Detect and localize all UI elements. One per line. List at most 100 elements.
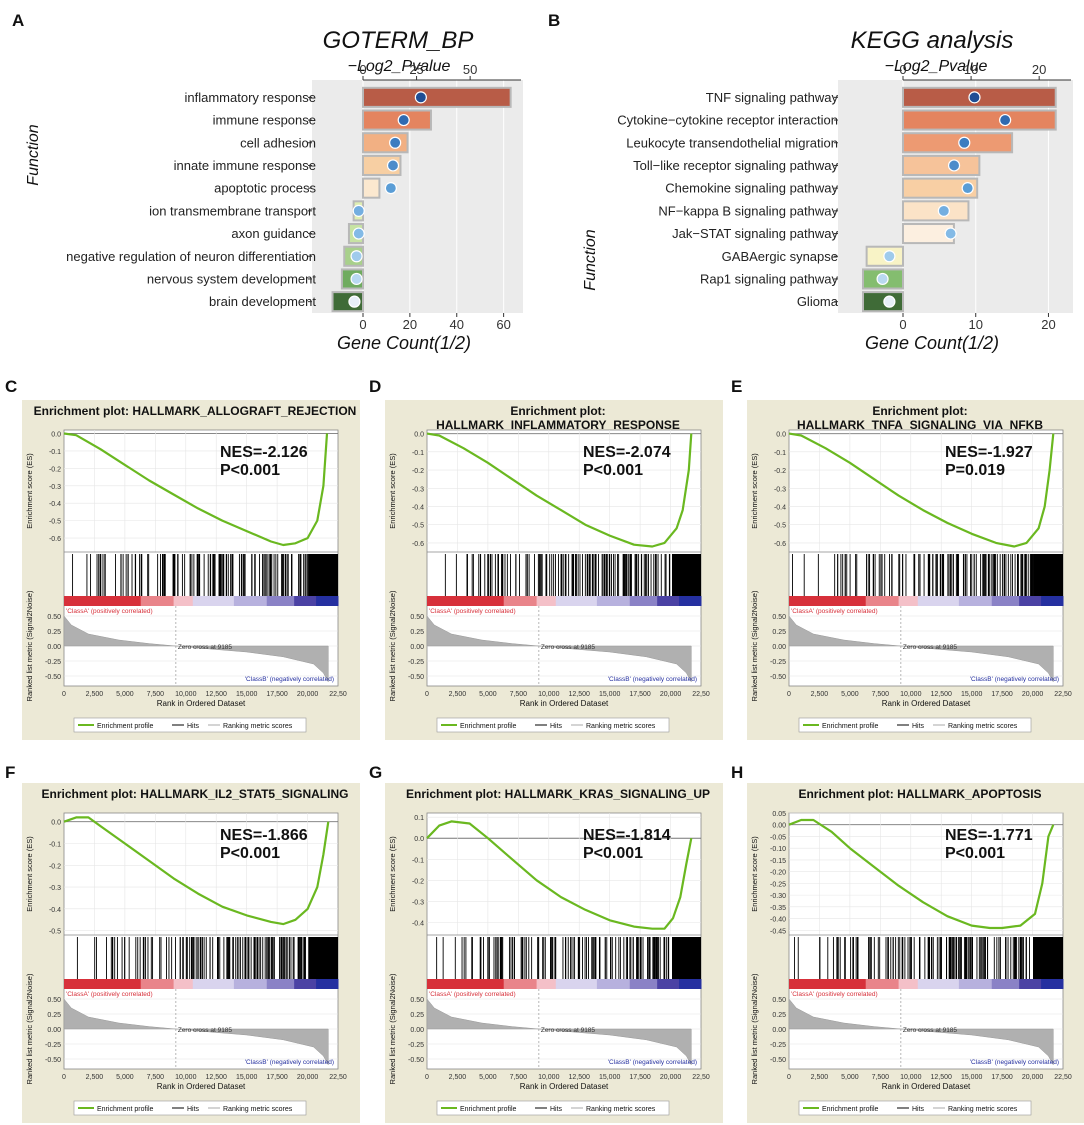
rank-tick-label: -0.25: [408, 1042, 424, 1049]
category-label: cell adhesion: [240, 135, 316, 150]
top-axis-label: −Log2_Pvalue: [348, 58, 451, 75]
es-tick-label: -0.4: [774, 504, 786, 511]
pvalue-label: P<0.001: [220, 845, 280, 862]
x-tick-label: 15,000: [236, 1074, 258, 1081]
zero-cross-label: Zero cross at 9185: [178, 1027, 233, 1034]
hit-block: [309, 554, 338, 596]
class-a-label: 'ClassA' (positively correlated): [791, 608, 878, 615]
es-tick-label: -0.6: [774, 541, 786, 548]
es-tick-label: -0.1: [774, 450, 786, 457]
gsea-panel-G: G Enrichment plot: HALLMARK_KRAS_SIGNALIN…: [369, 763, 723, 1123]
pvalue-point: [386, 159, 400, 172]
heat-segment: [917, 979, 960, 989]
x-tick-label: 0: [425, 691, 429, 698]
x-tick-label: 10,000: [900, 691, 922, 698]
x-tick-label: 20,000: [1022, 691, 1044, 698]
heat-segment: [427, 979, 505, 989]
x-axis-label: Rank in Ordered Dataset: [157, 1082, 246, 1091]
rank-tick-label: 0.50: [772, 997, 786, 1004]
gsea-panel-F: F Enrichment plot: HALLMARK_IL2_STAT5_SIG…: [5, 763, 360, 1123]
class-b-label: 'ClassB' (negatively correlated): [245, 1059, 334, 1066]
pvalue-point: [352, 227, 365, 240]
x-tick-label: 7,500: [872, 1074, 890, 1081]
x-tick-label: 7,500: [510, 691, 528, 698]
zero-cross-label: Zero cross at 9185: [178, 644, 233, 651]
category-label: Leukocyte transendothelial migration: [626, 135, 838, 150]
x-tick-label: 0: [62, 1074, 66, 1081]
es-curve: [426, 432, 693, 548]
x-tick-label: 22,50: [692, 691, 710, 698]
class-a-label: 'ClassA' (positively correlated): [429, 991, 516, 998]
panel-letter: A: [12, 11, 24, 30]
heat-segment: [991, 979, 1020, 989]
category-label: Toll−like receptor signaling pathway: [633, 158, 838, 173]
class-b-label: 'ClassB' (negatively correlated): [608, 1059, 697, 1066]
x-tick-label: 15,000: [599, 691, 621, 698]
es-axis-label: Enrichment score (ES): [388, 453, 397, 529]
panel-letter: D: [369, 377, 381, 396]
es-tick-label: -0.5: [49, 519, 61, 526]
panel-letter: E: [731, 377, 742, 396]
es-tick-label: -0.5: [49, 929, 61, 936]
heat-segment: [789, 596, 867, 606]
panel-title: Enrichment plot: HALLMARK_KRAS_SIGNALING…: [406, 787, 710, 801]
es-tick-label: 0.0: [51, 431, 61, 438]
pvalue-point: [350, 272, 363, 286]
heat-segment: [555, 979, 598, 989]
rank-tick-label: 0.25: [410, 629, 424, 636]
category-label: apoptotic process: [214, 181, 316, 196]
heat-segment: [266, 979, 295, 989]
x-tick-label: 20,000: [297, 1074, 319, 1081]
x-tick-label: 17,500: [266, 1074, 288, 1081]
top-tick-label: 50: [463, 62, 477, 77]
es-tick-label: -0.2: [49, 466, 61, 473]
heat-segment: [596, 979, 631, 989]
rank-tick-label: -0.25: [45, 659, 61, 666]
chart-title: KEGG analysis: [851, 27, 1014, 54]
heat-segment: [316, 979, 339, 989]
x-tick-label: 5,000: [841, 691, 859, 698]
panel-letter: C: [5, 377, 17, 396]
heat-segment: [316, 596, 339, 606]
heat-segment: [1019, 596, 1042, 606]
nes-label: NES=-1.927: [945, 444, 1033, 461]
bar: [862, 291, 904, 313]
x-tick-label: 20: [1041, 317, 1055, 332]
bar: [362, 86, 512, 108]
metric-area: [63, 615, 329, 683]
x-tick-label: 0: [899, 317, 906, 332]
x-axis-label: Rank in Ordered Dataset: [882, 699, 971, 708]
category-label: Chemokine signaling pathway: [665, 181, 838, 196]
es-tick-label: 0.00: [772, 823, 786, 830]
category-label: Jak−STAT signaling pathway: [672, 226, 838, 241]
metric-area: [63, 998, 329, 1066]
es-tick-label: 0.0: [51, 820, 61, 827]
x-tick-label: 0: [787, 1074, 791, 1081]
zero-cross-label: Zero cross at 9185: [541, 1027, 596, 1034]
pvalue-point: [348, 295, 361, 308]
heat-segment: [657, 596, 680, 606]
heat-segment: [140, 979, 175, 989]
top-tick-label: 0: [359, 62, 366, 77]
rank-tick-label: -0.25: [408, 659, 424, 666]
es-tick-label: -0.35: [770, 905, 786, 912]
x-axis-label: Gene Count(1/2): [865, 333, 999, 353]
heat-segment: [917, 596, 960, 606]
category-label: nervous system development: [147, 271, 316, 286]
es-tick-label: -0.3: [412, 486, 424, 493]
heat-segment: [789, 979, 867, 989]
pvalue-point: [414, 91, 427, 104]
rank-tick-label: 0.50: [47, 997, 61, 1004]
class-a-label: 'ClassA' (positively correlated): [791, 991, 878, 998]
class-a-label: 'ClassA' (positively correlated): [66, 608, 153, 615]
heat-segment: [140, 596, 175, 606]
x-tick-label: 7,500: [872, 691, 890, 698]
heat-segment: [173, 979, 194, 989]
gsea-panel-C: C Enrichment plot: HALLMARK_ALLOGRAFT_REJ…: [5, 377, 360, 740]
x-axis-label: Gene Count(1/2): [337, 333, 471, 353]
pvalue-label: P=0.019: [945, 462, 1005, 479]
pvalue-label: P<0.001: [583, 845, 643, 862]
pvalue-point: [944, 227, 957, 240]
es-tick-label: -0.1: [49, 842, 61, 849]
heat-segment: [898, 596, 919, 606]
